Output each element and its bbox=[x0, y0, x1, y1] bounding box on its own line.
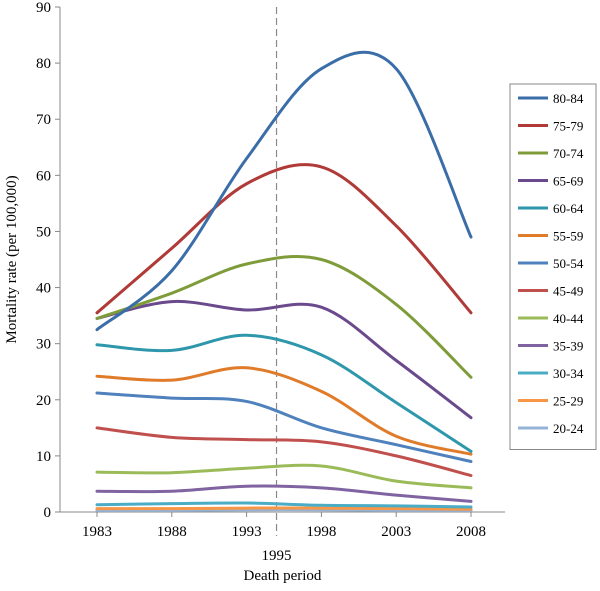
series-line-80-84 bbox=[95, 50, 473, 332]
series-layer bbox=[95, 50, 473, 512]
x-axis: 1983 1988 1993 1998 2003 2008 1995 bbox=[60, 7, 505, 564]
y-tick-label: 90 bbox=[36, 0, 51, 16]
series-line-40-44 bbox=[95, 463, 473, 490]
y-tick-label: 0 bbox=[44, 505, 52, 521]
series-line-35-39 bbox=[95, 484, 473, 503]
legend-label: 30-34 bbox=[553, 366, 584, 381]
series-line-45-49 bbox=[95, 426, 473, 478]
x-tick-label: 2008 bbox=[456, 524, 486, 540]
legend: 80-84 75-79 70-74 65-69 60-64 55-59 50-54 45-49… bbox=[509, 83, 597, 450]
y-tick-label: 40 bbox=[36, 281, 51, 297]
legend-label: 50-54 bbox=[553, 256, 584, 271]
legend-label: 35-39 bbox=[553, 339, 583, 354]
legend-label: 70-74 bbox=[553, 146, 584, 161]
y-tick-label: 80 bbox=[36, 56, 51, 72]
series-line-30-34 bbox=[95, 501, 473, 509]
legend-label: 25-29 bbox=[553, 394, 583, 409]
x-tick-label: 1998 bbox=[306, 524, 336, 540]
legend-label: 65-69 bbox=[553, 174, 583, 189]
y-tick-label: 60 bbox=[36, 168, 51, 184]
y-tick-label: 30 bbox=[36, 337, 51, 353]
plot-area bbox=[60, 7, 505, 512]
series-line-55-59 bbox=[95, 366, 473, 456]
series-line-20-24 bbox=[95, 508, 473, 512]
series-line-70-74 bbox=[95, 254, 473, 379]
legend-label: 80-84 bbox=[553, 91, 584, 106]
series-line-75-79 bbox=[95, 163, 473, 315]
legend-label: 75-79 bbox=[553, 119, 583, 134]
legend-label: 55-59 bbox=[553, 229, 583, 244]
x-tick-label: 2003 bbox=[381, 524, 411, 540]
series-line-60-64 bbox=[95, 333, 473, 453]
series-line-65-69 bbox=[95, 299, 473, 420]
x-tick-label: 1993 bbox=[232, 524, 262, 540]
legend-label: 45-49 bbox=[553, 284, 583, 299]
reference-line-label: 1995 bbox=[262, 548, 292, 564]
y-axis-title: Mortality rate (per 100,000) bbox=[4, 175, 20, 343]
plot-background bbox=[60, 7, 505, 512]
y-tick-label: 10 bbox=[36, 449, 51, 465]
series-line-50-54 bbox=[95, 391, 473, 463]
y-tick-label: 50 bbox=[36, 224, 51, 240]
y-axis: 0 10 20 30 40 50 60 70 80 90 bbox=[36, 0, 61, 521]
x-axis-title: Death period bbox=[244, 568, 322, 584]
legend-box bbox=[509, 83, 597, 450]
legend-label: 20-24 bbox=[553, 421, 584, 436]
x-tick-label: 1983 bbox=[82, 524, 112, 540]
series-line-25-29 bbox=[95, 506, 473, 511]
y-tick-label: 70 bbox=[36, 112, 51, 128]
legend-label: 60-64 bbox=[553, 201, 584, 216]
x-tick-label: 1988 bbox=[157, 524, 187, 540]
legend-label: 40-44 bbox=[553, 311, 584, 326]
y-tick-label: 20 bbox=[36, 393, 51, 409]
